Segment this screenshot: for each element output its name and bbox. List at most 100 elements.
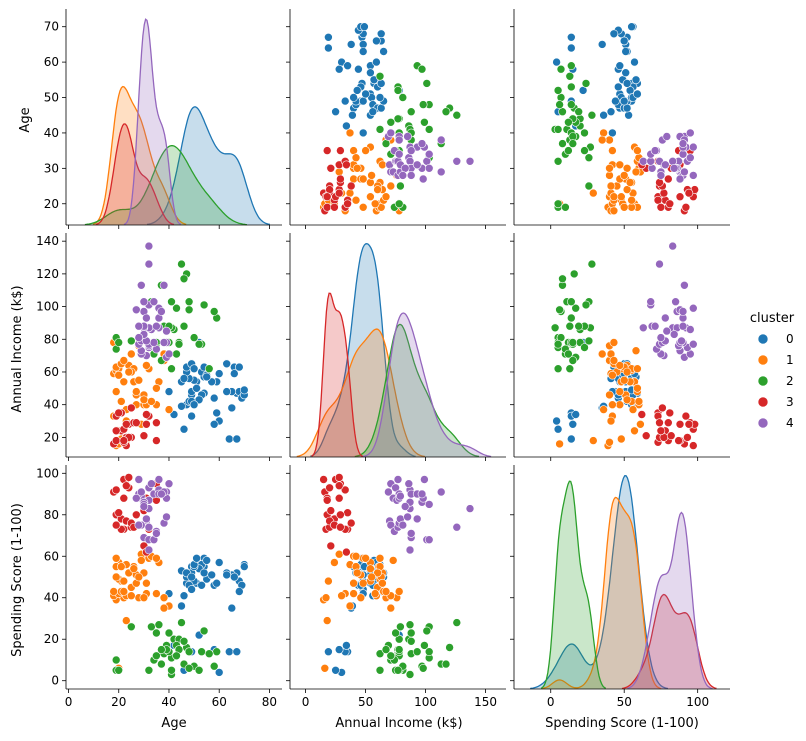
point-age-vs-score-cluster-0 bbox=[179, 591, 189, 601]
point-income-vs-score-cluster-3 bbox=[325, 483, 334, 493]
kde-area-age-cluster-2 bbox=[84, 145, 247, 225]
point-score-vs-age-cluster-2 bbox=[556, 93, 566, 102]
point-age-vs-income-cluster-0 bbox=[179, 374, 189, 383]
point-age-vs-income-cluster-3 bbox=[142, 410, 151, 419]
x-axis-label-age: Age bbox=[161, 716, 186, 731]
kde-area-income-cluster-2 bbox=[354, 324, 479, 457]
y-tick-label: 40 bbox=[44, 591, 59, 605]
point-age-vs-score-cluster-2 bbox=[157, 645, 166, 654]
point-age-vs-income-cluster-2 bbox=[127, 336, 136, 346]
point-income-vs-age-cluster-3 bbox=[326, 164, 336, 173]
point-score-vs-age-cluster-2 bbox=[553, 199, 563, 209]
point-income-vs-score-cluster-3 bbox=[343, 508, 352, 518]
point-income-vs-score-cluster-1 bbox=[373, 568, 382, 578]
point-score-vs-age-cluster-2 bbox=[553, 125, 563, 134]
point-score-vs-age-cluster-4 bbox=[650, 146, 660, 155]
point-age-vs-income-cluster-0 bbox=[164, 387, 174, 396]
point-score-vs-income-cluster-4 bbox=[688, 339, 698, 349]
point-age-vs-income-cluster-2 bbox=[184, 297, 194, 307]
point-score-vs-age-cluster-0 bbox=[621, 47, 631, 56]
point-age-vs-score-cluster-2 bbox=[154, 620, 164, 630]
point-age-vs-income-cluster-4 bbox=[137, 280, 146, 290]
y-tick-label: 60 bbox=[44, 55, 59, 69]
point-age-vs-score-cluster-1 bbox=[111, 553, 121, 563]
point-score-vs-income-cluster-1 bbox=[555, 439, 564, 449]
point-income-vs-score-cluster-4 bbox=[412, 514, 422, 524]
point-score-vs-income-cluster-4 bbox=[677, 336, 686, 346]
kde-line-income-cluster-0 bbox=[310, 243, 416, 458]
point-income-vs-age-cluster-1 bbox=[349, 146, 358, 155]
point-score-vs-income-cluster-2 bbox=[568, 338, 578, 347]
point-age-vs-score-cluster-0 bbox=[227, 603, 237, 613]
point-score-vs-age-cluster-1 bbox=[615, 160, 625, 170]
point-age-vs-income-cluster-1 bbox=[127, 349, 136, 359]
point-age-vs-income-cluster-0 bbox=[189, 400, 199, 410]
point-income-vs-score-cluster-2 bbox=[405, 670, 415, 679]
point-score-vs-income-cluster-3 bbox=[674, 436, 683, 445]
point-age-vs-score-cluster-0 bbox=[235, 587, 244, 596]
point-income-vs-age-cluster-3 bbox=[334, 188, 344, 198]
point-score-vs-income-cluster-4 bbox=[688, 303, 698, 313]
point-income-vs-score-cluster-4 bbox=[424, 535, 434, 545]
point-income-vs-score-cluster-4 bbox=[400, 502, 410, 511]
point-age-vs-income-cluster-0 bbox=[240, 385, 249, 395]
point-income-vs-score-cluster-1 bbox=[352, 568, 362, 578]
point-age-vs-score-cluster-1 bbox=[117, 562, 126, 571]
point-income-vs-score-cluster-1 bbox=[330, 558, 339, 567]
point-score-vs-income-cluster-2 bbox=[574, 321, 584, 331]
point-score-vs-age-cluster-2 bbox=[561, 203, 570, 212]
point-age-vs-income-cluster-2 bbox=[179, 274, 189, 284]
point-income-vs-age-cluster-4 bbox=[452, 157, 462, 166]
point-income-vs-score-cluster-4 bbox=[436, 487, 446, 497]
point-income-vs-age-cluster-0 bbox=[331, 107, 340, 116]
point-age-vs-income-cluster-3 bbox=[152, 418, 161, 428]
point-income-vs-score-cluster-3 bbox=[334, 481, 344, 491]
point-income-vs-score-cluster-4 bbox=[396, 491, 405, 501]
point-score-vs-income-cluster-2 bbox=[553, 339, 563, 349]
kde-line-score-cluster-3 bbox=[621, 593, 717, 690]
axes-layer: 20 30 40 50 60 70 20 40 60 80 100 120 140 0 20 40 60 80 10… bbox=[36, 9, 730, 709]
point-income-vs-score-cluster-2 bbox=[386, 651, 396, 661]
point-income-vs-age-cluster-1 bbox=[378, 160, 387, 170]
point-age-vs-income-cluster-1 bbox=[147, 397, 156, 406]
point-age-vs-score-cluster-2 bbox=[144, 665, 154, 675]
point-income-vs-age-cluster-2 bbox=[393, 86, 403, 95]
point-score-vs-age-cluster-0 bbox=[624, 110, 633, 120]
point-income-vs-score-cluster-2 bbox=[375, 665, 385, 675]
point-income-vs-age-cluster-4 bbox=[412, 160, 422, 170]
point-income-vs-age-cluster-4 bbox=[394, 135, 404, 145]
point-income-vs-score-cluster-4 bbox=[452, 522, 462, 532]
point-age-vs-score-cluster-3 bbox=[119, 493, 129, 503]
point-income-vs-score-cluster-2 bbox=[420, 641, 429, 650]
point-income-vs-age-cluster-4 bbox=[436, 135, 446, 145]
point-score-vs-income-cluster-3 bbox=[641, 431, 651, 441]
point-age-vs-income-cluster-0 bbox=[209, 393, 219, 403]
point-age-vs-score-cluster-1 bbox=[109, 587, 118, 596]
point-age-vs-score-cluster-4 bbox=[152, 529, 161, 538]
legend-label-cluster-4: 4 bbox=[786, 416, 794, 430]
point-age-vs-income-cluster-3 bbox=[122, 419, 131, 429]
kde-line-score-cluster-0 bbox=[530, 475, 669, 690]
kde-line-score-cluster-4 bbox=[627, 511, 713, 690]
point-age-vs-score-cluster-2 bbox=[177, 618, 186, 627]
point-income-vs-score-cluster-1 bbox=[324, 576, 333, 586]
point-score-vs-age-cluster-2 bbox=[553, 86, 563, 95]
point-score-vs-income-cluster-1 bbox=[630, 426, 639, 436]
point-score-vs-age-cluster-4 bbox=[660, 160, 670, 170]
point-income-vs-score-cluster-0 bbox=[331, 665, 340, 675]
point-score-vs-income-cluster-3 bbox=[637, 410, 647, 419]
legend-marker-cluster-3 bbox=[757, 396, 769, 408]
point-income-vs-score-cluster-1 bbox=[345, 601, 355, 611]
point-score-vs-age-cluster-2 bbox=[558, 139, 567, 148]
point-age-vs-income-cluster-4 bbox=[159, 280, 169, 290]
point-income-vs-score-cluster-3 bbox=[319, 475, 328, 484]
point-score-vs-age-cluster-4 bbox=[646, 157, 656, 166]
legend-marker-cluster-4 bbox=[757, 417, 769, 429]
point-score-vs-income-cluster-4 bbox=[685, 325, 695, 334]
point-score-vs-income-cluster-1 bbox=[628, 405, 638, 414]
point-age-vs-score-cluster-2 bbox=[204, 649, 214, 659]
point-income-vs-age-cluster-4 bbox=[406, 171, 416, 180]
point-score-vs-income-cluster-1 bbox=[597, 349, 607, 359]
point-age-vs-income-cluster-0 bbox=[235, 362, 244, 372]
